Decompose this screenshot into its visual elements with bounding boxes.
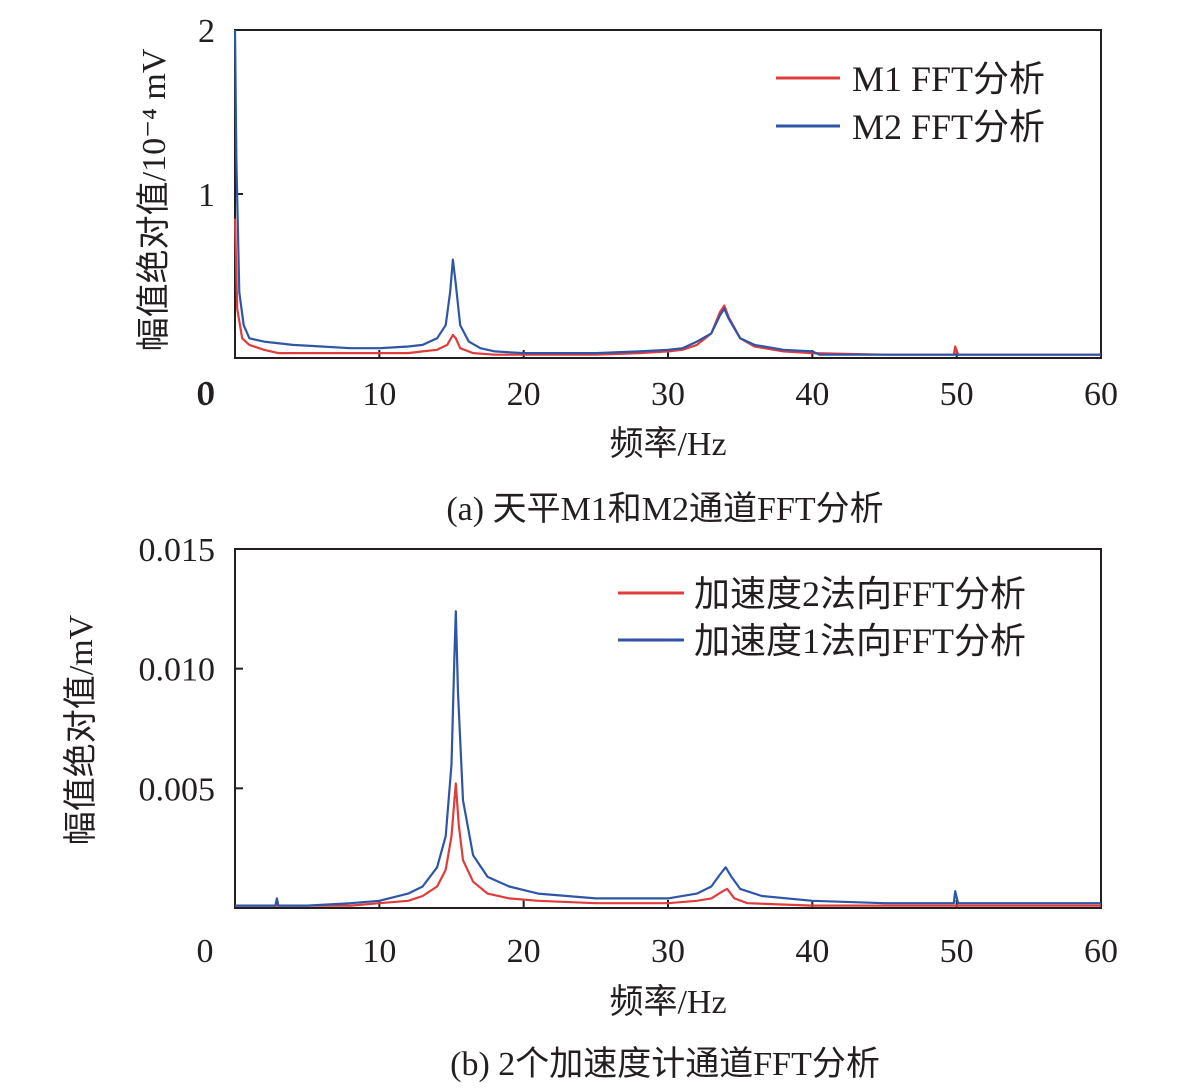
y-axis-label: 幅值绝对值/mV (62, 614, 100, 845)
x-tick-label: 30 (651, 933, 685, 970)
x-tick-label: 0 (197, 376, 214, 413)
y-tick-label: 0.015 (139, 532, 216, 569)
x-tick-label: 10 (362, 376, 396, 413)
y-tick-label: 2 (198, 13, 215, 50)
legend: 加速度2法向FFT分析 加速度1法向FFT分析 (618, 574, 1026, 661)
x-tick-label: 20 (507, 933, 541, 970)
legend-label-acc1: 加速度1法向FFT分析 (694, 621, 1026, 661)
x-tick-label: 40 (795, 376, 829, 413)
x-tick-label: 50 (940, 933, 974, 970)
x-axis-label: 频率/Hz (609, 983, 726, 1021)
x-tick-label: 50 (940, 376, 974, 413)
x-tick-label: 30 (651, 376, 685, 413)
y-tick-label: 0.005 (139, 771, 216, 808)
series-line-1 (235, 782, 1101, 907)
y-axis-label: 幅值绝对值/10⁻⁴ mV (135, 48, 173, 351)
series-line-1 (233, 218, 1101, 356)
legend-label-m2: M2 FFT分析 (852, 107, 1045, 147)
x-tick-label: 0 (197, 933, 214, 970)
series-line-2 (233, 29, 1101, 356)
x-tick-label: 60 (1084, 933, 1118, 970)
x-tick-label: 10 (362, 933, 396, 970)
x-axis-label: 频率/Hz (609, 425, 726, 463)
caption: (a) 天平M1和M2通道FFT分析 (446, 490, 883, 528)
legend: M1 FFT分析 M2 FFT分析 (776, 59, 1045, 147)
y-tick-label: 1 (198, 177, 215, 214)
x-tick-label: 60 (1084, 376, 1118, 413)
legend-label-m1: M1 FFT分析 (852, 59, 1045, 99)
series-line-2 (235, 610, 1101, 907)
caption: (b) 2个加速度计通道FFT分析 (450, 1045, 880, 1083)
x-tick-label: 40 (795, 933, 829, 970)
y-tick-label: 0.010 (139, 652, 216, 689)
x-tick-label: 20 (507, 376, 541, 413)
panel-b: 0 10 20 30 40 50 60 0.005 0.010 0.015 频率/Hz 幅值绝对值… (62, 532, 1118, 1083)
legend-label-acc2: 加速度2法向FFT分析 (694, 574, 1026, 614)
y-tick-label: 0 (198, 375, 215, 412)
